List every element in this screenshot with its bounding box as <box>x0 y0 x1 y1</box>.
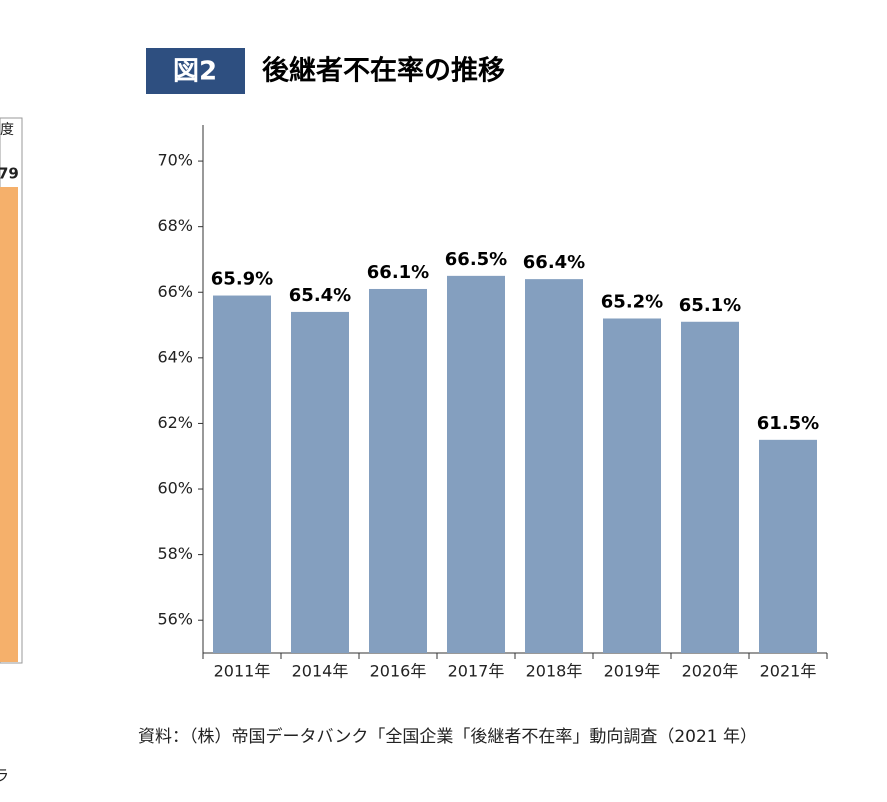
y-tick-label: 64% <box>157 347 193 366</box>
bar <box>369 288 427 653</box>
x-tick-label: 2011年 <box>214 662 271 681</box>
x-tick-label: 2016年 <box>370 662 427 681</box>
y-tick-label: 58% <box>157 544 193 563</box>
fragment-frame <box>0 117 23 664</box>
value-label: 65.1% <box>679 295 741 316</box>
value-label: 65.9% <box>211 269 273 290</box>
chart-title: 後継者不在率の推移 <box>262 55 505 87</box>
x-tick-label: 2019年 <box>604 662 661 681</box>
value-label: 66.4% <box>523 252 585 273</box>
bar <box>603 318 661 653</box>
y-tick-label: 68% <box>157 216 193 235</box>
y-tick-label: 70% <box>157 151 193 170</box>
bar <box>447 275 505 653</box>
y-tick-label: 62% <box>157 413 193 432</box>
value-label: 65.4% <box>289 285 351 306</box>
bar <box>291 311 349 653</box>
x-tick-label: 2020年 <box>682 662 739 681</box>
x-tick-label: 2018年 <box>526 662 583 681</box>
x-tick-label: 2017年 <box>448 662 505 681</box>
value-label: 66.1% <box>367 262 429 283</box>
source-note: 資料：（株）帝国データバンク「全国企業「後継者不在率」動向調査（2021 年） <box>138 726 757 747</box>
y-tick-label: 60% <box>157 479 193 498</box>
x-tick-label: 2014年 <box>292 662 349 681</box>
value-label: 66.5% <box>445 249 507 270</box>
bar <box>759 439 817 653</box>
y-tick-label: 56% <box>157 610 193 629</box>
y-tick-label: 66% <box>157 282 193 301</box>
fragment-bar <box>0 187 18 662</box>
figure-label: 図2 <box>173 57 217 87</box>
fragment-text: 79 <box>0 165 19 183</box>
value-label: 61.5% <box>757 413 819 434</box>
bar <box>213 295 271 653</box>
bar <box>525 279 583 653</box>
figure-badge <box>146 48 245 94</box>
fragment-text: ラ <box>0 767 9 785</box>
fragment-text: 度 <box>0 122 14 138</box>
bar <box>681 321 739 653</box>
x-tick-label: 2021年 <box>760 662 817 681</box>
value-label: 65.2% <box>601 291 663 312</box>
